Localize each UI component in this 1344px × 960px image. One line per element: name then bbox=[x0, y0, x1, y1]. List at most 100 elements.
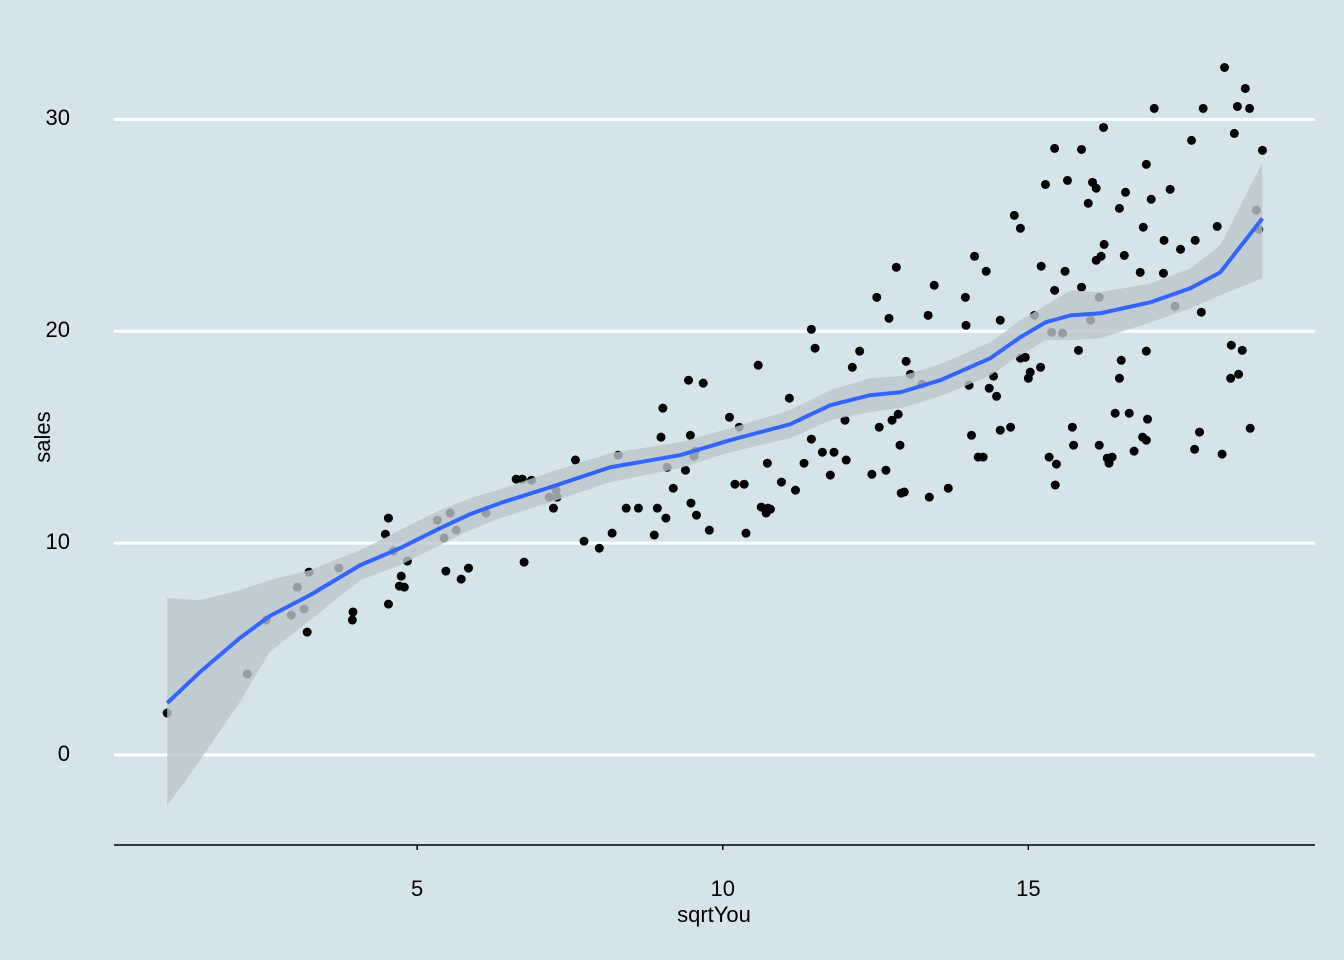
point bbox=[570, 455, 580, 465]
point bbox=[1099, 239, 1109, 249]
point bbox=[739, 479, 749, 489]
point bbox=[1234, 369, 1244, 379]
point bbox=[1135, 267, 1145, 277]
point bbox=[1226, 340, 1236, 350]
point bbox=[1245, 103, 1255, 113]
point bbox=[1116, 355, 1126, 365]
point bbox=[1194, 427, 1204, 437]
point bbox=[970, 251, 980, 261]
y-tick-label: 10 bbox=[46, 529, 70, 554]
point bbox=[594, 543, 604, 553]
point bbox=[1077, 282, 1087, 292]
point bbox=[806, 434, 816, 444]
point bbox=[1257, 145, 1267, 155]
point bbox=[347, 615, 357, 625]
point bbox=[899, 487, 909, 497]
point bbox=[621, 503, 631, 513]
x-tick-label: 10 bbox=[711, 876, 735, 901]
point bbox=[383, 513, 393, 523]
point bbox=[1121, 187, 1131, 197]
point bbox=[656, 432, 666, 442]
point bbox=[1044, 452, 1054, 462]
point bbox=[799, 458, 809, 468]
point bbox=[1009, 210, 1019, 220]
point bbox=[967, 430, 977, 440]
point bbox=[691, 510, 701, 520]
point bbox=[1198, 103, 1208, 113]
point bbox=[607, 528, 617, 538]
point bbox=[1119, 250, 1129, 260]
point bbox=[981, 266, 991, 276]
point bbox=[633, 503, 643, 513]
point bbox=[884, 313, 894, 323]
point bbox=[995, 315, 1005, 325]
y-axis-title: sales bbox=[30, 411, 55, 462]
point bbox=[686, 498, 696, 508]
point bbox=[1226, 373, 1236, 383]
point bbox=[1060, 266, 1070, 276]
point bbox=[1245, 423, 1255, 433]
point bbox=[661, 513, 671, 523]
y-tick-label: 0 bbox=[58, 741, 70, 766]
point bbox=[790, 485, 800, 495]
point bbox=[680, 465, 690, 475]
point bbox=[1020, 352, 1030, 362]
point bbox=[741, 528, 751, 538]
x-tick-label: 15 bbox=[1016, 876, 1040, 901]
point bbox=[825, 470, 835, 480]
point bbox=[1190, 444, 1200, 454]
point bbox=[1110, 408, 1120, 418]
point bbox=[668, 483, 678, 493]
point bbox=[1196, 307, 1206, 317]
point bbox=[652, 503, 662, 513]
point bbox=[765, 504, 775, 514]
point bbox=[463, 563, 473, 573]
point bbox=[887, 415, 897, 425]
point bbox=[1232, 101, 1242, 111]
point bbox=[1176, 244, 1186, 254]
point bbox=[893, 409, 903, 419]
point bbox=[1050, 285, 1060, 295]
point bbox=[806, 324, 816, 334]
point bbox=[1083, 198, 1093, 208]
point bbox=[456, 574, 466, 584]
point bbox=[519, 557, 529, 567]
point bbox=[1067, 422, 1077, 432]
point bbox=[901, 356, 911, 366]
point bbox=[1146, 194, 1156, 204]
point bbox=[1107, 452, 1117, 462]
point bbox=[840, 415, 850, 425]
point bbox=[776, 477, 786, 487]
point bbox=[1129, 446, 1139, 456]
point bbox=[829, 447, 839, 457]
point bbox=[1165, 184, 1175, 194]
point bbox=[1190, 235, 1200, 245]
point bbox=[1141, 159, 1151, 169]
point bbox=[855, 346, 865, 356]
point bbox=[924, 492, 934, 502]
point bbox=[891, 262, 901, 272]
point bbox=[881, 465, 891, 475]
point bbox=[810, 343, 820, 353]
point bbox=[1099, 122, 1109, 132]
point bbox=[1040, 179, 1050, 189]
point bbox=[961, 320, 971, 330]
point bbox=[1077, 144, 1087, 154]
point bbox=[1159, 235, 1169, 245]
point bbox=[1114, 373, 1124, 383]
point bbox=[579, 536, 589, 546]
point bbox=[923, 310, 933, 320]
point bbox=[753, 360, 763, 370]
point bbox=[1220, 62, 1230, 72]
point bbox=[992, 391, 1002, 401]
point bbox=[1229, 128, 1239, 138]
point bbox=[867, 469, 877, 479]
point bbox=[1143, 414, 1153, 424]
point bbox=[1141, 435, 1151, 445]
point bbox=[649, 530, 659, 540]
point bbox=[841, 455, 851, 465]
y-tick-label: 20 bbox=[46, 317, 70, 342]
point bbox=[1158, 268, 1168, 278]
point bbox=[684, 375, 694, 385]
